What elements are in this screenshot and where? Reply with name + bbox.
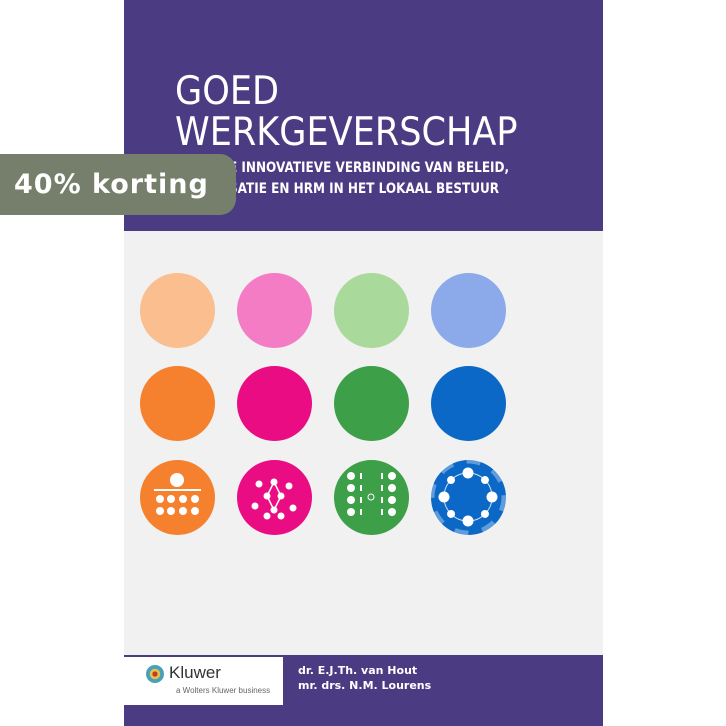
columns-icon [347,472,396,516]
book-cover: GOED WERKGEVERSCHAP E INNOVATIEVE VERBIN… [124,0,603,726]
publisher-name: Kluwer [169,663,221,682]
circle-row1-1 [140,273,215,348]
circle-row1-3 [334,273,409,348]
circle-row2-1 [140,366,215,441]
network-icon [251,478,297,520]
circle-row3-2 [237,460,312,535]
kluwer-logo-icon [146,665,164,683]
authors: dr. E.J.Th. van Hout mr. drs. N.M. Loure… [298,663,431,693]
circle-row3-1 [140,460,215,535]
cover-footer: Kluwer a Wolters Kluwer business dr. E.J… [124,655,603,726]
circle-row2-2 [237,366,312,441]
circle-row1-4 [431,273,506,348]
ring-icon [431,460,506,535]
circle-row3-3 [334,460,409,535]
author-2: mr. drs. N.M. Lourens [298,679,432,692]
publisher-tagline: a Wolters Kluwer business [176,686,271,695]
circle-row2-4 [431,366,506,441]
subtitle-line-2: SATIE EN HRM IN HET LOKAAL BESTUUR [229,181,500,197]
title-line-1: GOED [175,69,280,114]
title-line-2: WERKGEVERSCHAP [175,110,518,155]
circle-row2-3 [334,366,409,441]
subtitle-line-1: E INNOVATIEVE VERBINDING VAN BELEID, [229,160,510,176]
circle-row3-4 [431,460,506,535]
author-1: dr. E.J.Th. van Hout [298,664,418,677]
circle-row1-2 [237,273,312,348]
publisher-logo: Kluwer a Wolters Kluwer business [124,657,283,705]
hierarchy-icon [154,473,201,515]
discount-badge: 40% korting [0,154,236,215]
